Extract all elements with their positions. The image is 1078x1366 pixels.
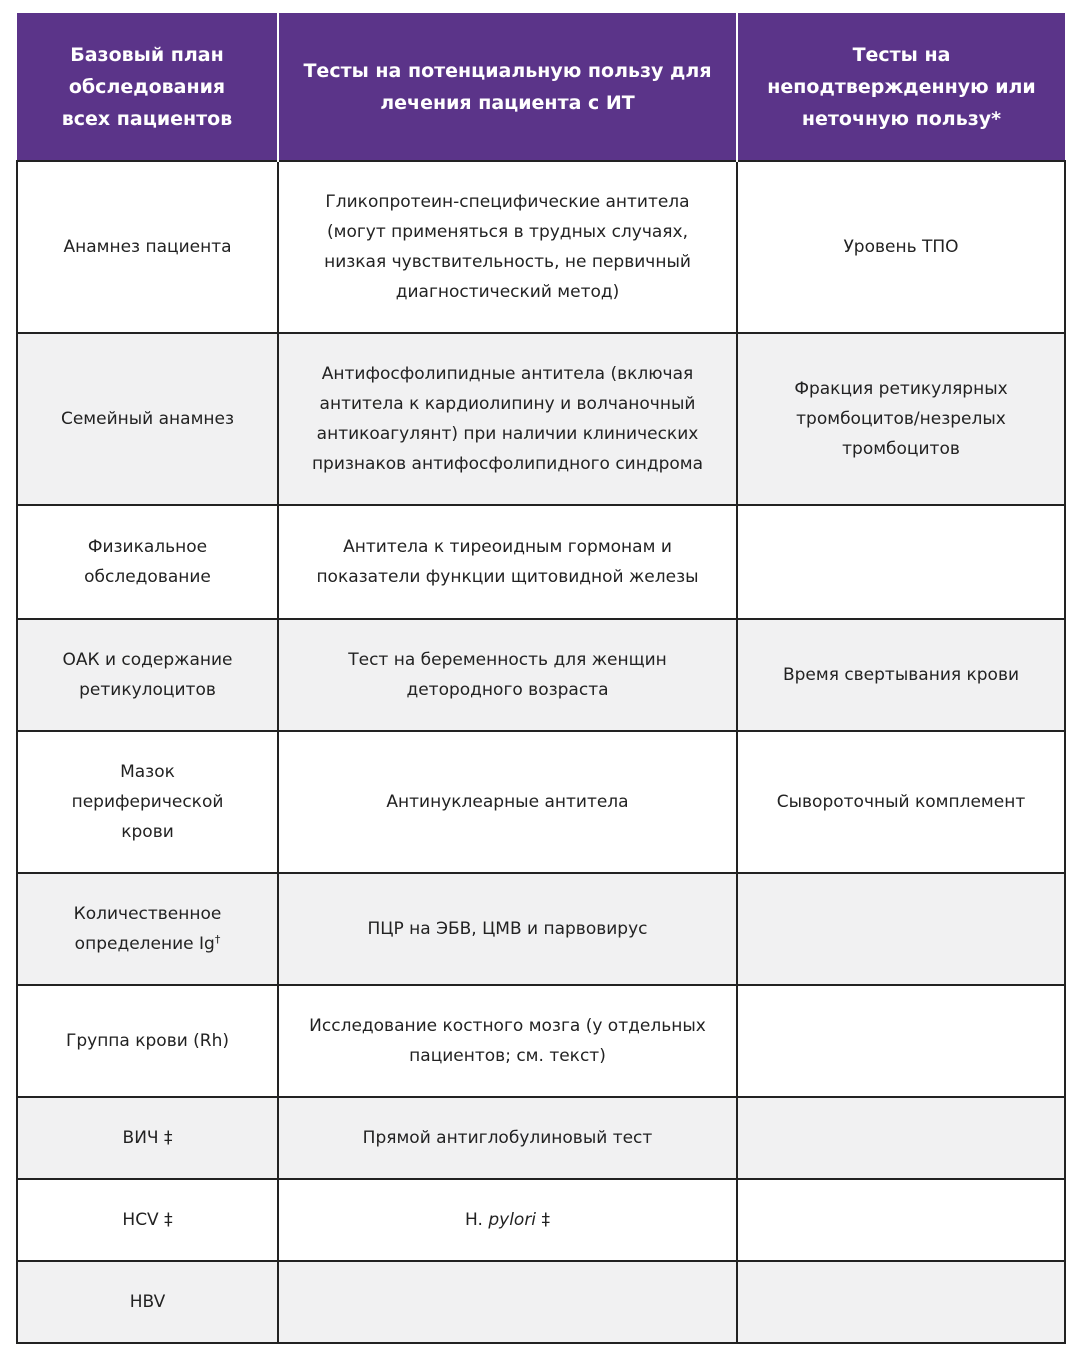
baseline-cell: ОАК и содержание ретикулоцитов: [16, 618, 279, 732]
unproven-benefit-cell: Время свертывания крови: [736, 618, 1066, 732]
table-row: Физикальное обследование Антитела к тирео…: [16, 504, 1066, 620]
potential-benefit-cell: Прямой антиглобулиновый тест: [277, 1096, 738, 1180]
footnote-mark: †: [214, 933, 221, 946]
unproven-benefit-cell: [736, 1178, 1066, 1262]
potential-benefit-cell: Гликопротеин-специфические антитела (мог…: [277, 160, 738, 334]
baseline-cell: Количественное определение Ig†: [16, 872, 279, 986]
table-row: HBV: [16, 1260, 1066, 1344]
table-row: Анамнез пациента Гликопротеин-специфическ…: [16, 160, 1066, 334]
baseline-cell: ВИЧ ‡: [16, 1096, 279, 1180]
unproven-benefit-cell: Уровень ТПО: [736, 160, 1066, 334]
unproven-benefit-cell: Фракция ретикулярных тромбоцитов/незрелы…: [736, 332, 1066, 506]
baseline-cell: HBV: [16, 1260, 279, 1344]
unproven-benefit-cell: [736, 1096, 1066, 1180]
baseline-cell: Мазок периферической крови: [16, 730, 279, 874]
unproven-benefit-cell: Сывороточный комплемент: [736, 730, 1066, 874]
table-row: ОАК и содержание ретикулоцитов Тест на бе…: [16, 618, 1066, 732]
cell-text: H.: [465, 1210, 489, 1230]
table-row: Количественное определение Ig† ПЦР на ЭБВ…: [16, 872, 1066, 986]
table-row: Группа крови (Rh) Исследование костного м…: [16, 984, 1066, 1098]
potential-benefit-cell: ПЦР на ЭБВ, ЦМВ и парвовирус: [277, 872, 738, 986]
unproven-benefit-cell: [736, 984, 1066, 1098]
baseline-cell: Семейный анамнез: [16, 332, 279, 506]
table-row: HCV ‡ H. pylori ‡: [16, 1178, 1066, 1262]
diagnostic-tests-table: Базовый план обследования всех пациентов…: [16, 13, 1066, 1344]
baseline-cell: HCV ‡: [16, 1178, 279, 1262]
italic-text: pylori: [488, 1210, 537, 1230]
baseline-cell: Физикальное обследование: [16, 504, 279, 620]
table-row: Мазок периферической крови Антинуклеарные…: [16, 730, 1066, 874]
table-row: Семейный анамнез Антифосфолипидные антите…: [16, 332, 1066, 506]
potential-benefit-cell: Антифосфолипидные антитела (включая анти…: [277, 332, 738, 506]
potential-benefit-cell: Антинуклеарные антитела: [277, 730, 738, 874]
potential-benefit-cell: Исследование костного мозга (у отдельных…: [277, 984, 738, 1098]
column-header-potential-benefit: Тесты на потенциальную пользу для лечени…: [277, 13, 737, 161]
baseline-cell: Группа крови (Rh): [16, 984, 279, 1098]
cell-text: Количественное определение Ig: [73, 904, 222, 954]
column-header-unproven-benefit: Тесты на неподтвержденную или неточную п…: [736, 13, 1065, 161]
baseline-cell: Анамнез пациента: [16, 160, 279, 334]
potential-benefit-cell: [277, 1260, 738, 1344]
unproven-benefit-cell: [736, 872, 1066, 986]
potential-benefit-cell: H. pylori ‡: [277, 1178, 738, 1262]
cell-text: ‡: [536, 1210, 550, 1230]
potential-benefit-cell: Антитела к тиреоидным гормонам и показат…: [277, 504, 738, 620]
potential-benefit-cell: Тест на беременность для женщин детородн…: [277, 618, 738, 732]
table-body: Анамнез пациента Гликопротеин-специфическ…: [16, 160, 1066, 1344]
column-header-baseline: Базовый план обследования всех пациентов: [17, 13, 278, 161]
unproven-benefit-cell: [736, 504, 1066, 620]
unproven-benefit-cell: [736, 1260, 1066, 1344]
table-row: ВИЧ ‡ Прямой антиглобулиновый тест: [16, 1096, 1066, 1180]
header-row: Базовый план обследования всех пациентов…: [17, 13, 1065, 161]
